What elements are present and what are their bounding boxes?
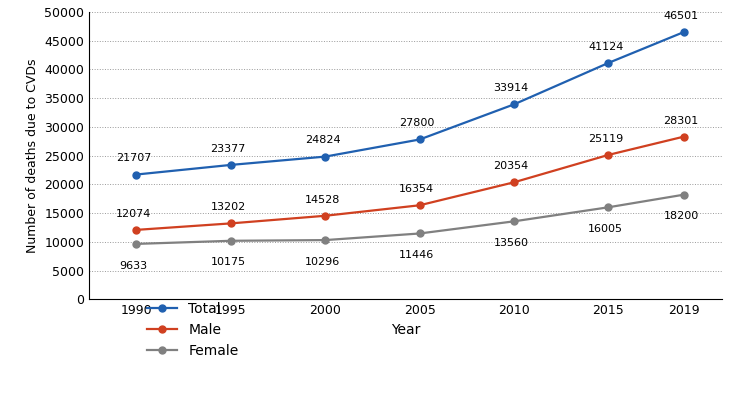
Text: 13560: 13560 <box>494 238 529 248</box>
Legend: Total, Male, Female: Total, Male, Female <box>147 302 239 358</box>
Female <box>321 238 330 243</box>
X-axis label: Year: Year <box>391 323 420 337</box>
Total <box>604 60 613 65</box>
Text: 16354: 16354 <box>400 184 434 194</box>
Total <box>510 102 519 107</box>
Total <box>321 154 330 159</box>
Text: 14528: 14528 <box>305 195 340 205</box>
Text: 41124: 41124 <box>588 42 623 52</box>
Text: 13202: 13202 <box>211 202 246 212</box>
Text: 46501: 46501 <box>664 11 699 21</box>
Male <box>415 203 424 208</box>
Total <box>226 162 235 167</box>
Total <box>679 30 688 35</box>
Female <box>132 241 141 246</box>
Male <box>321 213 330 218</box>
Female <box>679 192 688 197</box>
Text: 9633: 9633 <box>120 260 148 271</box>
Text: 12074: 12074 <box>116 209 151 219</box>
Female <box>604 205 613 210</box>
Text: 21707: 21707 <box>116 153 151 164</box>
Text: 16005: 16005 <box>589 224 623 234</box>
Text: 18200: 18200 <box>664 211 699 222</box>
Line: Male: Male <box>133 133 687 233</box>
Text: 23377: 23377 <box>211 144 246 154</box>
Male <box>679 134 688 139</box>
Y-axis label: Number of deaths due to CVDs: Number of deaths due to CVDs <box>26 58 39 253</box>
Text: 20354: 20354 <box>493 161 529 171</box>
Text: 27800: 27800 <box>400 118 434 128</box>
Total <box>415 137 424 142</box>
Male <box>510 180 519 185</box>
Line: Female: Female <box>133 191 687 247</box>
Text: 33914: 33914 <box>493 83 529 93</box>
Male <box>132 227 141 232</box>
Text: 24824: 24824 <box>304 135 340 145</box>
Female <box>415 231 424 236</box>
Female <box>510 219 519 224</box>
Text: 10175: 10175 <box>211 257 246 268</box>
Total <box>132 172 141 177</box>
Text: 25119: 25119 <box>588 134 623 144</box>
Female <box>226 239 235 243</box>
Text: 11446: 11446 <box>400 250 434 260</box>
Male <box>226 221 235 226</box>
Male <box>604 152 613 157</box>
Text: 28301: 28301 <box>664 116 699 125</box>
Text: 10296: 10296 <box>305 257 340 267</box>
Line: Total: Total <box>133 29 687 178</box>
